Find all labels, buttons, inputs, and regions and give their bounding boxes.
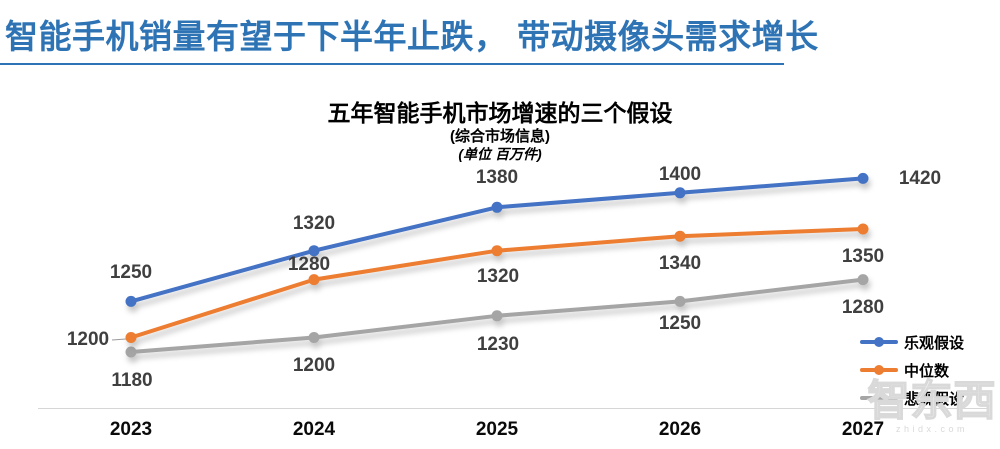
pessimistic-marker-2023 <box>125 346 137 358</box>
legend-dot-icon <box>874 365 884 375</box>
optimistic-marker-2024 <box>308 245 320 257</box>
pessimistic-value-label-2025: 1230 <box>476 333 520 355</box>
page-title: 智能手机销量有望于下半年止跌， 带动摄像头需求增长 <box>5 18 819 55</box>
chart-subtitle: (综合市场信息) <box>450 128 550 145</box>
title-underline <box>0 63 784 65</box>
pessimistic-value-label-2023: 1180 <box>111 370 153 391</box>
median-marker-2026 <box>674 230 686 242</box>
legend-item-pessimistic: 悲观假设 <box>860 384 964 412</box>
median-value-label-2025: 1320 <box>476 265 520 287</box>
legend-dot-icon <box>874 337 884 347</box>
median-marker-2025 <box>491 245 503 257</box>
pessimistic-marker-2025 <box>491 310 503 322</box>
pessimistic-value-label-2026: 1250 <box>658 313 702 335</box>
optimistic-value-label-2026: 1400 <box>658 163 702 185</box>
legend-marker-median <box>860 365 898 375</box>
median-series <box>125 223 869 343</box>
x-axis-label-2025: 2025 <box>475 419 519 440</box>
median-marker-2024 <box>308 274 320 286</box>
chart-title: 五年智能手机市场增速的三个假设 <box>327 100 673 126</box>
median-value-label-2024: 1280 <box>287 253 331 275</box>
median-marker-2027 <box>857 223 869 235</box>
pessimistic-series <box>125 274 869 358</box>
x-axis-label-2023: 2023 <box>109 419 153 440</box>
optimistic-value-label-2023: 1250 <box>109 262 153 284</box>
median-value-label-2023: 1200 <box>66 328 110 350</box>
chart-legend: 乐观假设 中位数 悲观假设 <box>860 328 964 412</box>
legend-marker-pessimistic <box>860 393 898 403</box>
pessimistic-marker-2027 <box>857 274 869 286</box>
legend-label-median: 中位数 <box>904 362 950 380</box>
label-leader-line <box>111 338 127 341</box>
optimistic-marker-2023 <box>125 295 137 307</box>
pessimistic-marker-2024 <box>308 332 320 343</box>
pessimistic-marker-2026 <box>674 295 686 307</box>
legend-dot-icon <box>874 393 884 403</box>
optimistic-value-label-2027: 1420 <box>898 168 942 190</box>
pessimistic-value-label-2024: 1200 <box>292 354 336 376</box>
legend-label-pessimistic: 悲观假设 <box>904 390 965 408</box>
x-axis-line <box>38 408 990 409</box>
median-value-label-2027: 1350 <box>841 246 885 267</box>
x-axis-label-2027: 2027 <box>841 419 885 440</box>
optimistic-marker-2027 <box>857 172 869 184</box>
optimistic-value-label-2025: 1380 <box>475 167 519 189</box>
legend-item-median: 中位数 <box>860 356 964 384</box>
optimistic-marker-2026 <box>674 187 686 199</box>
optimistic-marker-2025 <box>491 201 503 213</box>
pessimistic-value-label-2027: 1280 <box>841 296 885 318</box>
legend-marker-optimistic <box>860 337 898 347</box>
x-axis-label-2024: 2024 <box>292 419 336 440</box>
legend-item-optimistic: 乐观假设 <box>860 328 964 356</box>
optimistic-series <box>125 172 869 307</box>
x-axis-label-2026: 2026 <box>658 419 702 440</box>
legend-label-optimistic: 乐观假设 <box>904 334 965 352</box>
median-value-label-2026: 1340 <box>658 253 702 275</box>
median-marker-2023 <box>125 332 137 343</box>
optimistic-value-label-2024: 1320 <box>292 212 336 234</box>
chart-unit-note: (单位 百万件) <box>458 146 542 162</box>
